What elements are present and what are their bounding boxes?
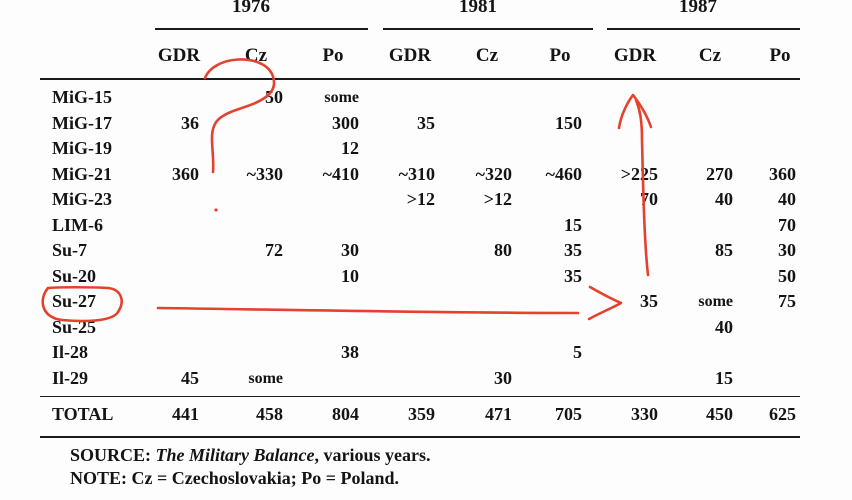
col-header-1976-cz: Cz xyxy=(244,45,268,66)
table-cell: 12 xyxy=(341,138,359,158)
table-cell: >12 xyxy=(406,189,435,209)
row-label: Su-27 xyxy=(52,291,97,311)
year-heading-1987: 1987 xyxy=(679,0,717,17)
col-header-1981-gdr: GDR xyxy=(388,45,432,66)
total-cell: 471 xyxy=(485,404,512,424)
horizontal-arrow-annotation xyxy=(156,306,580,315)
header-rule xyxy=(40,78,800,80)
abbreviation-note: NOTE: Cz = Czechoslovakia; Po = Poland. xyxy=(70,468,400,488)
arrowhead-up xyxy=(617,93,653,130)
table-cell: 40 xyxy=(778,189,796,209)
table-cell: >12 xyxy=(483,189,512,209)
col-header-1981-cz: Cz xyxy=(475,45,499,66)
vertical-arrow-annotation xyxy=(634,98,650,277)
table-cell: 30 xyxy=(341,240,359,260)
table-cell: 40 xyxy=(715,189,733,209)
table-cell: 85 xyxy=(715,240,733,260)
col-header-1976-gdr: GDR xyxy=(157,45,201,66)
year-heading-1981: 1981 xyxy=(459,0,497,17)
table-cell: ~410 xyxy=(322,163,359,184)
table-cell: 50 xyxy=(265,87,283,107)
table-cell: 70 xyxy=(640,189,658,209)
total-top-rule xyxy=(40,396,800,397)
total-cell: 625 xyxy=(769,404,796,424)
table-cell: ~310 xyxy=(398,163,435,184)
table-cell: 70 xyxy=(778,214,796,235)
total-cell: 359 xyxy=(408,404,435,424)
row-label: LIM-6 xyxy=(52,214,103,235)
table-cell: 40 xyxy=(715,316,733,337)
table-cell: 30 xyxy=(494,367,512,388)
table-cell: 45 xyxy=(181,367,199,388)
table-cell: 38 xyxy=(341,342,359,362)
table-cell: some xyxy=(324,89,359,106)
col-header-1976-po: Po xyxy=(322,45,344,66)
table-cell: 360 xyxy=(172,163,199,184)
table-cell: 360 xyxy=(769,163,796,184)
question-mark-annotation xyxy=(203,58,276,174)
table-cell: 15 xyxy=(564,214,582,235)
table-cell: 270 xyxy=(706,163,733,184)
rule-1987 xyxy=(607,28,800,30)
table-cell: 15 xyxy=(715,367,733,388)
bottom-rule xyxy=(40,436,800,438)
total-cell: 705 xyxy=(555,404,582,424)
rule-1981 xyxy=(383,28,593,30)
source-title: The Military Balance xyxy=(155,445,315,465)
rule-1976 xyxy=(155,28,368,30)
row-label: Il-29 xyxy=(52,367,88,388)
table-cell: 72 xyxy=(265,240,283,260)
total-label: TOTAL xyxy=(52,404,114,424)
row-label: MiG-21 xyxy=(52,163,112,184)
table-cell: 50 xyxy=(778,265,796,286)
row-label: Il-28 xyxy=(52,342,88,362)
row-label: Su-7 xyxy=(52,240,88,260)
total-cell: 804 xyxy=(332,404,359,424)
table-cell: 150 xyxy=(555,112,582,133)
row-label: MiG-23 xyxy=(52,189,112,209)
row-label: Su-25 xyxy=(52,316,97,337)
table-cell: ~460 xyxy=(545,163,582,184)
table-cell: 35 xyxy=(640,291,658,311)
row-label: MiG-15 xyxy=(52,87,112,107)
table-cell: 35 xyxy=(417,112,435,133)
table-cell: 10 xyxy=(341,265,359,286)
total-cell: 441 xyxy=(172,404,199,424)
col-header-1987-gdr: GDR xyxy=(613,45,657,66)
col-header-1987-cz: Cz xyxy=(698,45,722,66)
row-label: Su-20 xyxy=(52,265,97,286)
col-header-1981-po: Po xyxy=(549,45,571,66)
table-cell: 30 xyxy=(778,240,796,260)
row-label: MiG-19 xyxy=(52,138,112,158)
table-cell: ~330 xyxy=(246,163,283,184)
row-label: MiG-17 xyxy=(52,112,112,133)
year-heading-1976: 1976 xyxy=(232,0,270,17)
table-cell: 80 xyxy=(494,240,512,260)
table-cell: 75 xyxy=(778,291,796,311)
table-cell: some xyxy=(698,293,733,310)
table-cell: 36 xyxy=(181,112,199,133)
source-note: SOURCE: The Military Balance, various ye… xyxy=(70,445,431,466)
table-cell: 5 xyxy=(573,342,582,362)
table-cell: some xyxy=(248,369,283,387)
table-cell: 35 xyxy=(564,265,582,286)
table-cell: 300 xyxy=(332,112,359,133)
table-cell: 35 xyxy=(564,240,582,260)
source-suffix: , various years. xyxy=(314,445,431,465)
table-cell: ~320 xyxy=(475,163,512,184)
total-cell: 458 xyxy=(256,404,283,424)
col-header-1987-po: Po xyxy=(769,45,791,66)
total-cell: 330 xyxy=(631,404,658,424)
table-cell: >225 xyxy=(620,163,658,184)
total-cell: 450 xyxy=(706,404,733,424)
source-prefix: SOURCE: xyxy=(70,445,152,465)
question-mark-dot xyxy=(214,208,218,212)
